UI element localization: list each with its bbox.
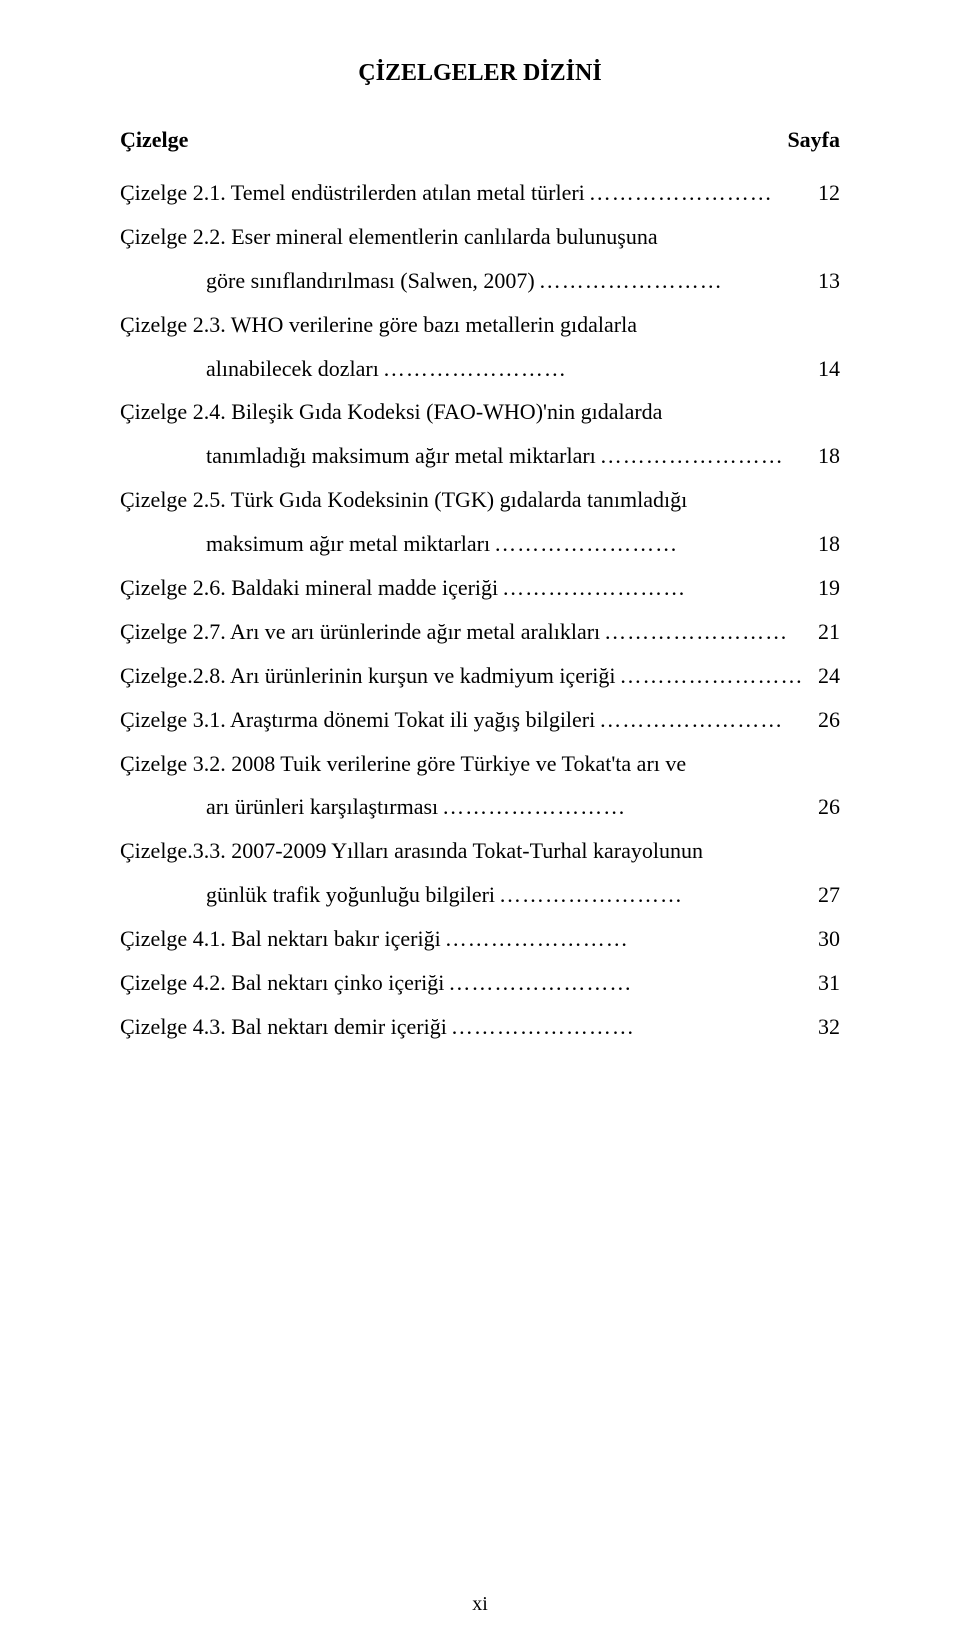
toc-entry: Çizelge.3.3. 2007-2009 Yılları arasında … — [120, 835, 840, 911]
entry-line: Çizelge 2.5. Türk Gıda Kodeksinin (TGK) … — [120, 484, 840, 516]
leader-dots: …………………… — [600, 616, 810, 648]
entry-label: Çizelge 2.2. Eser mineral elementlerin c… — [120, 221, 658, 253]
toc-entry: Çizelge 2.7. Arı ve arı ürünlerinde ağır… — [120, 616, 840, 648]
toc-entry: Çizelge 3.1. Araştırma dönemi Tokat ili … — [120, 704, 840, 736]
toc-entry: Çizelge.2.8. Arı ürünlerinin kurşun ve k… — [120, 660, 840, 692]
entry-page: 13 — [810, 265, 840, 297]
entry-cont-text: maksimum ağır metal miktarları — [206, 528, 490, 560]
entry-page: 24 — [810, 660, 840, 692]
entry-page: 27 — [810, 879, 840, 911]
entry-line: günlük trafik yoğunluğu bilgileri…………………… — [206, 879, 840, 911]
entry-label: Çizelge 2.7. Arı ve arı ürünlerinde ağır… — [120, 616, 600, 648]
entry-line: tanımladığı maksimum ağır metal miktarla… — [206, 440, 840, 472]
entry-label: Çizelge 2.1. Temel endüstrilerden atılan… — [120, 177, 585, 209]
entry-line: Çizelge 2.3. WHO verilerine göre bazı me… — [120, 309, 840, 341]
entry-line: Çizelge 3.2. 2008 Tuik verilerine göre T… — [120, 748, 840, 780]
toc-entry: Çizelge 3.2. 2008 Tuik verilerine göre T… — [120, 748, 840, 824]
entry-continuation: günlük trafik yoğunluğu bilgileri…………………… — [120, 879, 840, 911]
entry-line: Çizelge 2.7. Arı ve arı ürünlerinde ağır… — [120, 616, 840, 648]
entry-page: 14 — [810, 353, 840, 385]
entry-line: arı ürünleri karşılaştırması……………………26 — [206, 791, 840, 823]
entry-continuation: maksimum ağır metal miktarları……………………18 — [120, 528, 840, 560]
entry-line: Çizelge 2.2. Eser mineral elementlerin c… — [120, 221, 840, 253]
list-header: Çizelge Sayfa — [120, 127, 840, 153]
leader-dots: …………………… — [596, 440, 810, 472]
entry-page: 12 — [810, 177, 840, 209]
leader-dots: …………………… — [447, 1011, 810, 1043]
leader-dots: …………………… — [535, 265, 810, 297]
entry-page: 21 — [810, 616, 840, 648]
entry-page: 32 — [810, 1011, 840, 1043]
entry-continuation: alınabilecek dozları……………………14 — [120, 353, 840, 385]
leader-dots: …………………… — [595, 704, 810, 736]
leader-dots: …………………… — [490, 528, 810, 560]
entry-label: Çizelge 3.1. Araştırma dönemi Tokat ili … — [120, 704, 595, 736]
entry-line: Çizelge 4.2. Bal nektarı çinko içeriği……… — [120, 967, 840, 999]
entry-line: maksimum ağır metal miktarları……………………18 — [206, 528, 840, 560]
entry-label: Çizelge 3.2. 2008 Tuik verilerine göre T… — [120, 748, 686, 780]
entry-label: Çizelge 4.1. Bal nektarı bakır içeriği — [120, 923, 441, 955]
toc-entry: Çizelge 4.2. Bal nektarı çinko içeriği……… — [120, 967, 840, 999]
toc-entry: Çizelge 4.1. Bal nektarı bakır içeriği……… — [120, 923, 840, 955]
entry-continuation: göre sınıflandırılması (Salwen, 2007)………… — [120, 265, 840, 297]
entry-line: göre sınıflandırılması (Salwen, 2007)………… — [206, 265, 840, 297]
entry-page: 19 — [810, 572, 840, 604]
entry-line: Çizelge.2.8. Arı ürünlerinin kurşun ve k… — [120, 660, 840, 692]
entry-label: Çizelge 2.3. WHO verilerine göre bazı me… — [120, 309, 637, 341]
page-title: ÇİZELGELER DİZİNİ — [120, 60, 840, 87]
toc-entry: Çizelge 4.3. Bal nektarı demir içeriği……… — [120, 1011, 840, 1043]
entry-line: Çizelge 4.1. Bal nektarı bakır içeriği……… — [120, 923, 840, 955]
leader-dots: …………………… — [585, 177, 810, 209]
entry-cont-text: arı ürünleri karşılaştırması — [206, 791, 438, 823]
entries-container: Çizelge 2.1. Temel endüstrilerden atılan… — [120, 177, 840, 1043]
leader-dots: …………………… — [379, 353, 810, 385]
toc-entry: Çizelge 2.1. Temel endüstrilerden atılan… — [120, 177, 840, 209]
entry-line: Çizelge 2.6. Baldaki mineral madde içeri… — [120, 572, 840, 604]
header-right: Sayfa — [787, 127, 840, 153]
entry-line: Çizelge 3.1. Araştırma dönemi Tokat ili … — [120, 704, 840, 736]
leader-dots: …………………… — [616, 660, 810, 692]
entry-cont-text: göre sınıflandırılması (Salwen, 2007) — [206, 265, 535, 297]
entry-page: 31 — [810, 967, 840, 999]
entry-label: Çizelge 4.2. Bal nektarı çinko içeriği — [120, 967, 444, 999]
entry-line: Çizelge 2.4. Bileşik Gıda Kodeksi (FAO-W… — [120, 396, 840, 428]
entry-continuation: arı ürünleri karşılaştırması……………………26 — [120, 791, 840, 823]
toc-entry: Çizelge 2.4. Bileşik Gıda Kodeksi (FAO-W… — [120, 396, 840, 472]
page-number: xi — [0, 1593, 960, 1616]
entry-label: Çizelge 2.4. Bileşik Gıda Kodeksi (FAO-W… — [120, 396, 662, 428]
page: ÇİZELGELER DİZİNİ Çizelge Sayfa Çizelge … — [0, 0, 960, 1652]
leader-dots: …………………… — [438, 791, 810, 823]
leader-dots: …………………… — [495, 879, 810, 911]
leader-dots: …………………… — [498, 572, 810, 604]
entry-label: Çizelge 2.6. Baldaki mineral madde içeri… — [120, 572, 498, 604]
entry-page: 26 — [810, 791, 840, 823]
entry-line: Çizelge 4.3. Bal nektarı demir içeriği……… — [120, 1011, 840, 1043]
entry-continuation: tanımladığı maksimum ağır metal miktarla… — [120, 440, 840, 472]
entry-cont-text: günlük trafik yoğunluğu bilgileri — [206, 879, 495, 911]
entry-label: Çizelge.2.8. Arı ürünlerinin kurşun ve k… — [120, 660, 616, 692]
leader-dots: …………………… — [444, 967, 810, 999]
entry-label: Çizelge 4.3. Bal nektarı demir içeriği — [120, 1011, 447, 1043]
entry-page: 18 — [810, 528, 840, 560]
entry-label: Çizelge.3.3. 2007-2009 Yılları arasında … — [120, 835, 703, 867]
entry-line: Çizelge.3.3. 2007-2009 Yılları arasında … — [120, 835, 840, 867]
entry-line: Çizelge 2.1. Temel endüstrilerden atılan… — [120, 177, 840, 209]
entry-cont-text: alınabilecek dozları — [206, 353, 379, 385]
entry-page: 30 — [810, 923, 840, 955]
toc-entry: Çizelge 2.3. WHO verilerine göre bazı me… — [120, 309, 840, 385]
header-left: Çizelge — [120, 127, 188, 153]
toc-entry: Çizelge 2.5. Türk Gıda Kodeksinin (TGK) … — [120, 484, 840, 560]
toc-entry: Çizelge 2.2. Eser mineral elementlerin c… — [120, 221, 840, 297]
entry-line: alınabilecek dozları……………………14 — [206, 353, 840, 385]
entry-cont-text: tanımladığı maksimum ağır metal miktarla… — [206, 440, 596, 472]
entry-page: 26 — [810, 704, 840, 736]
leader-dots: …………………… — [441, 923, 810, 955]
entry-label: Çizelge 2.5. Türk Gıda Kodeksinin (TGK) … — [120, 484, 687, 516]
entry-page: 18 — [810, 440, 840, 472]
toc-entry: Çizelge 2.6. Baldaki mineral madde içeri… — [120, 572, 840, 604]
